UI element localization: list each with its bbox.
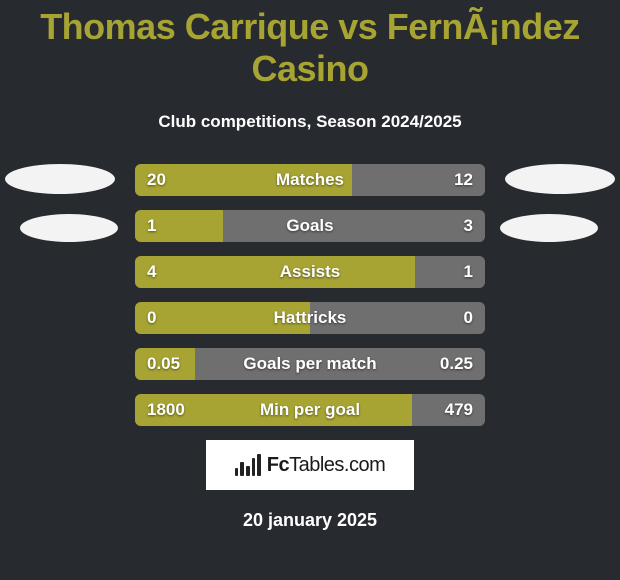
stat-label: Matches [276, 170, 344, 190]
bar-left [135, 256, 415, 288]
value-left: 1800 [147, 400, 185, 420]
stat-label: Hattricks [274, 308, 347, 328]
subtitle: Club competitions, Season 2024/2025 [0, 112, 620, 132]
stat-row: 20 12 Matches [135, 164, 485, 196]
page-title: Thomas Carrique vs FernÃ¡ndez Casino [0, 0, 620, 90]
value-left: 4 [147, 262, 156, 282]
stat-row: 0.05 0.25 Goals per match [135, 348, 485, 380]
value-right: 0 [464, 308, 473, 328]
logo-text: FcTables.com [267, 454, 386, 477]
stat-row: 4 1 Assists [135, 256, 485, 288]
player-left-photo-placeholder [5, 164, 115, 194]
value-left: 0.05 [147, 354, 180, 374]
comparison-chart: 20 12 Matches 1 3 Goals 4 1 Assists 0 0 Hattricks 0.… [0, 164, 620, 426]
value-right: 479 [445, 400, 473, 420]
value-right: 12 [454, 170, 473, 190]
bar-right [223, 210, 486, 242]
stat-row: 1800 479 Min per goal [135, 394, 485, 426]
value-right: 1 [464, 262, 473, 282]
fctables-logo: FcTables.com [206, 440, 414, 490]
stat-row: 1 3 Goals [135, 210, 485, 242]
team-left-logo-placeholder [20, 214, 118, 242]
value-left: 20 [147, 170, 166, 190]
player-right-photo-placeholder [505, 164, 615, 194]
bar-right [415, 256, 485, 288]
value-right: 3 [464, 216, 473, 236]
value-right: 0.25 [440, 354, 473, 374]
stat-label: Goals per match [243, 354, 376, 374]
stat-label: Assists [280, 262, 340, 282]
date-label: 20 january 2025 [0, 510, 620, 531]
bar-chart-icon [235, 454, 261, 476]
stat-row: 0 0 Hattricks [135, 302, 485, 334]
value-left: 1 [147, 216, 156, 236]
team-right-logo-placeholder [500, 214, 598, 242]
stat-label: Goals [286, 216, 333, 236]
value-left: 0 [147, 308, 156, 328]
stat-label: Min per goal [260, 400, 360, 420]
